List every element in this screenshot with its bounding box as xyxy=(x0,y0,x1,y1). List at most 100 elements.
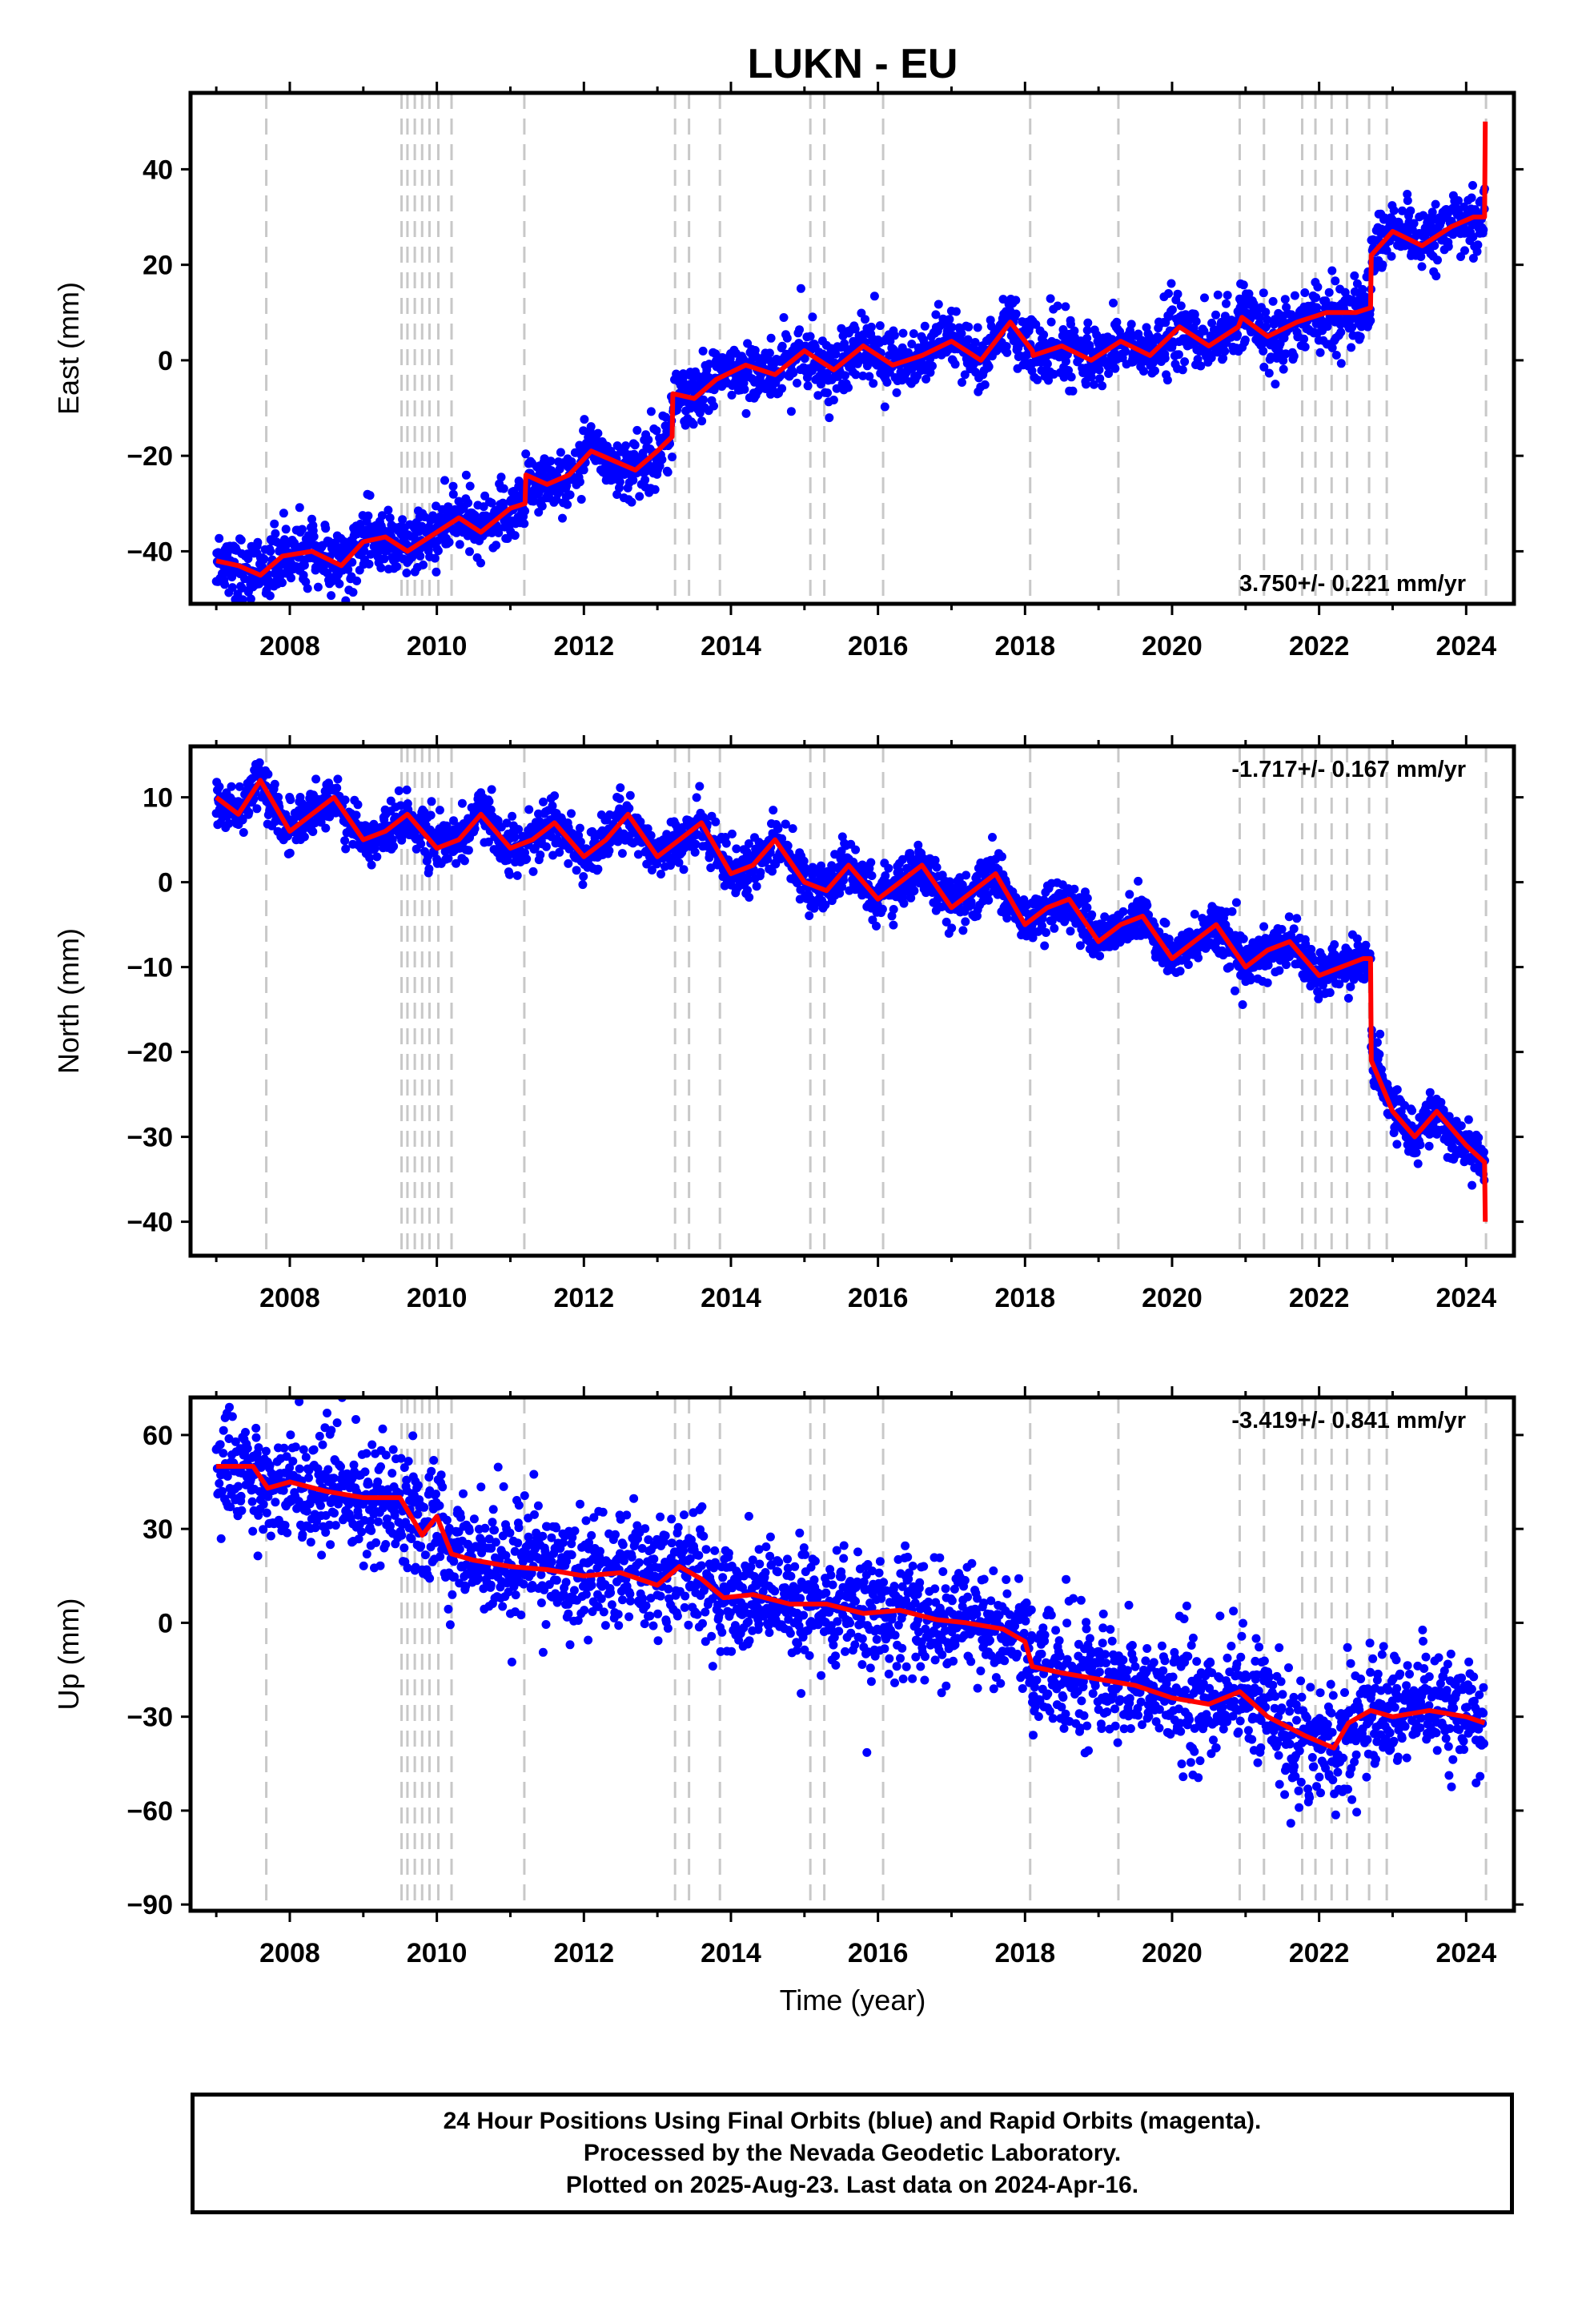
data-point xyxy=(579,872,588,881)
data-point xyxy=(789,368,798,378)
data-point xyxy=(1082,325,1092,335)
data-point xyxy=(270,519,279,529)
data-point xyxy=(255,758,264,767)
data-point xyxy=(1107,335,1117,344)
data-point xyxy=(740,384,749,394)
data-point xyxy=(615,794,624,803)
data-point xyxy=(555,847,564,857)
data-point xyxy=(215,782,224,791)
data-point xyxy=(558,513,567,523)
data-point xyxy=(448,489,458,499)
data-point xyxy=(1070,326,1079,336)
data-point xyxy=(1264,368,1274,378)
data-point xyxy=(1387,251,1396,261)
data-point xyxy=(377,511,387,521)
data-point xyxy=(343,565,353,574)
data-point xyxy=(980,380,990,389)
data-point xyxy=(1002,342,1011,351)
data-point xyxy=(1213,290,1223,300)
data-point xyxy=(1313,987,1323,996)
data-point xyxy=(617,849,627,858)
data-point xyxy=(1042,928,1050,937)
data-point xyxy=(514,825,524,834)
data-point xyxy=(484,837,493,846)
y-tick-label: 40 xyxy=(143,155,173,185)
data-point xyxy=(788,824,797,834)
data-point xyxy=(227,583,237,593)
data-point xyxy=(266,547,275,556)
data-point xyxy=(805,911,814,920)
data-point xyxy=(643,824,652,834)
data-point xyxy=(238,815,247,825)
data-point xyxy=(1336,359,1346,368)
data-point xyxy=(299,570,308,580)
data-point xyxy=(1066,320,1075,329)
data-point xyxy=(572,866,581,875)
data-point xyxy=(364,559,374,569)
data-point xyxy=(1220,347,1230,356)
data-point xyxy=(301,577,311,587)
data-point xyxy=(1323,322,1332,332)
x-tick-label: 2008 xyxy=(259,631,320,661)
data-point xyxy=(1207,353,1216,363)
data-point xyxy=(858,371,868,380)
x-tick-label: 2016 xyxy=(848,631,909,661)
data-point xyxy=(502,818,512,828)
data-point xyxy=(274,793,283,802)
data-point xyxy=(881,871,890,880)
data-point xyxy=(825,413,834,423)
data-point xyxy=(1046,317,1056,327)
data-point xyxy=(1033,375,1042,384)
data-point xyxy=(865,372,874,381)
data-point xyxy=(727,390,737,400)
data-point xyxy=(1233,330,1243,340)
data-point xyxy=(224,818,234,828)
data-point xyxy=(389,842,399,851)
data-point xyxy=(1289,924,1299,934)
data-point xyxy=(690,847,700,857)
data-point xyxy=(1038,921,1046,931)
data-point xyxy=(464,846,473,855)
data-point xyxy=(327,591,336,601)
x-tick-label: 2010 xyxy=(407,631,468,661)
data-point xyxy=(1279,364,1288,374)
data-point xyxy=(1277,925,1287,934)
data-point xyxy=(1068,386,1078,396)
data-point xyxy=(263,770,273,779)
data-point xyxy=(813,391,823,400)
data-point xyxy=(479,502,488,512)
data-point xyxy=(674,858,684,867)
data-point xyxy=(984,362,994,372)
data-point xyxy=(884,863,893,873)
data-point xyxy=(503,534,512,543)
data-point xyxy=(385,513,395,523)
data-point xyxy=(432,567,441,577)
y-tick-label: 0 xyxy=(158,346,173,376)
data-point xyxy=(419,560,428,569)
data-point xyxy=(839,875,848,885)
data-point xyxy=(961,917,970,927)
data-point xyxy=(435,806,444,815)
data-point xyxy=(1347,323,1357,332)
data-point xyxy=(1200,293,1209,303)
data-point xyxy=(1121,347,1130,356)
data-point xyxy=(793,378,801,388)
data-point xyxy=(1327,266,1337,275)
data-point xyxy=(321,524,331,533)
data-point xyxy=(627,497,636,507)
data-point xyxy=(604,846,614,855)
data-point xyxy=(1239,934,1248,943)
data-point xyxy=(576,837,585,846)
data-point xyxy=(866,858,876,867)
data-point xyxy=(263,610,271,619)
data-point xyxy=(1194,953,1203,963)
data-point xyxy=(1431,271,1441,281)
data-point xyxy=(855,356,865,365)
x-tick-label: 2018 xyxy=(994,631,1055,661)
data-point xyxy=(823,388,832,398)
data-point xyxy=(796,283,805,293)
data-point xyxy=(1340,287,1350,297)
data-point xyxy=(260,609,269,618)
data-point xyxy=(1406,206,1415,215)
data-point xyxy=(947,323,957,332)
